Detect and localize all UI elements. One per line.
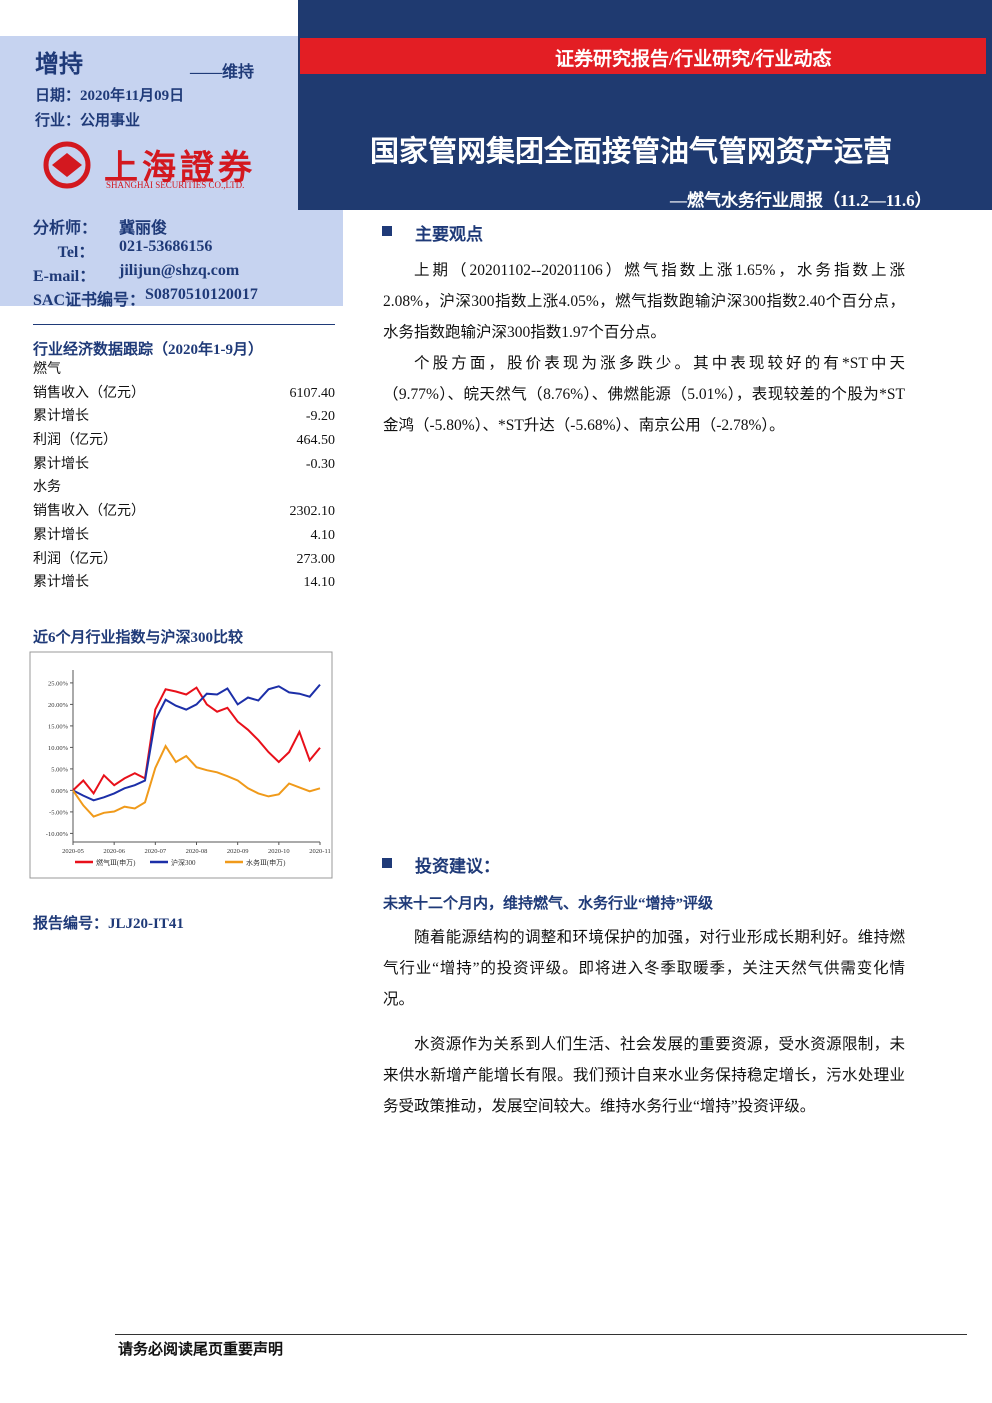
table-row: 销售收入（亿元） 2302.10 <box>33 500 335 524</box>
analyst-row: SAC证书编号： S0870510120017 <box>33 286 333 310</box>
legend-label: 沪深300 <box>171 858 196 867</box>
table-value: 464.50 <box>296 433 336 449</box>
table-row: 燃气 <box>33 358 335 382</box>
analyst-label: Tel： <box>57 244 95 261</box>
table-value: -9.20 <box>305 409 335 425</box>
header-panel <box>0 36 298 210</box>
x-tick-label: 2020-10 <box>268 848 290 855</box>
table-value: 4.10 <box>310 527 336 543</box>
series-line <box>72 683 321 802</box>
logo-mark <box>43 141 91 189</box>
section-body: 随着能源结构的调整和环境保护的加强，对行业形成长期利好。维持燃气行业“增持”的投… <box>383 922 905 1122</box>
y-tick-label: 5.00% <box>51 766 68 773</box>
table-label: 利润（亿元） <box>33 433 117 449</box>
table-value: 273.00 <box>296 551 336 567</box>
paragraph: 上期（20201102--20201106）燃气指数上涨1.65%，水务指数上涨… <box>383 262 905 341</box>
section-title: 主要观点 <box>415 225 483 244</box>
table-label: 累计增长 <box>33 527 89 543</box>
table-row: 累计增长 14.10 <box>33 571 335 595</box>
y-tick-label: 25.00% <box>48 680 69 687</box>
table-row: 累计增长 -0.30 <box>33 453 335 477</box>
table-label: 利润（亿元） <box>33 551 117 567</box>
table-label: 销售收入（亿元） <box>33 385 145 401</box>
table-row: 销售收入（亿元） 6107.40 <box>33 382 335 406</box>
section-subtitle: 未来十二个月内，维持燃气、水务行业“增持”评级 <box>383 896 714 912</box>
y-tick-label: 0.00% <box>51 788 68 795</box>
analyst-panel <box>0 210 343 306</box>
paragraph: 随着能源结构的调整和环境保护的加强，对行业形成长期利好。维持燃气行业“增持”的投… <box>383 929 905 1008</box>
analyst-label: 分析师： <box>33 220 98 237</box>
banner <box>298 0 992 210</box>
x-tick-label: 2020-05 <box>62 848 84 855</box>
table-label: 燃气 <box>33 362 61 377</box>
analyst-value: jilijun@shzq.com <box>119 262 240 279</box>
footer-rule <box>115 1334 967 1335</box>
logo-en: SHANGHAI SECURITIES CO.,LTD. <box>106 180 245 190</box>
bullet <box>382 226 392 236</box>
table-row: 水务 <box>33 476 335 500</box>
footer: 请务必阅读尾页重要声明 <box>118 1342 284 1358</box>
x-tick-label: 2020-07 <box>144 848 166 855</box>
industry: 行业：公用事业 <box>35 113 141 129</box>
y-tick-label: 15.00% <box>48 723 69 730</box>
table-label: 销售收入（亿元） <box>33 504 145 520</box>
analyst-list: 分析师： 冀丽俊 Tel： 021-53686156 E-mail： jilijun@sh… <box>33 214 333 310</box>
date: 日期：2020年11月09日 <box>35 88 185 104</box>
table-label: 累计增长 <box>33 409 89 425</box>
bullet <box>382 858 392 868</box>
report-number: 报告编号：JLJ20-IT41 <box>33 916 184 932</box>
chart: 25.00% 20.00% 15.00% 10.00% 5.00% 0.00% -5.00%… <box>29 651 333 879</box>
analyst-label: SAC证书编号： <box>33 292 146 309</box>
x-tick-label: 2020-09 <box>227 848 249 855</box>
table-row: 利润（亿元） 273.00 <box>33 548 335 572</box>
table-row: 利润（亿元） 464.50 <box>33 429 335 453</box>
series-line <box>72 686 321 796</box>
logo-name: 上海證券 <box>104 150 256 187</box>
y-tick-label: 10.00% <box>48 745 69 752</box>
legend-label: 水务Ⅲ(申万) <box>246 858 286 867</box>
rule <box>33 324 335 325</box>
rating: 增持 <box>35 52 83 78</box>
y-tick-label: -5.00% <box>49 809 69 816</box>
rating-note: ——维持 <box>190 64 255 81</box>
x-tick-label: 2020-11 <box>309 848 330 855</box>
analyst-row: E-mail： jilijun@shzq.com <box>33 262 333 286</box>
table-row: 累计增长 4.10 <box>33 524 335 548</box>
analyst-value: 冀丽俊 <box>119 220 168 237</box>
title: 国家管网集团全面接管油气管网资产运营 <box>370 134 893 168</box>
analyst-row: 分析师： 冀丽俊 <box>33 214 333 238</box>
data-table: 燃气销售收入（亿元） 6107.40 累计增长 -9.20 利润（亿元） 464.50 累计… <box>33 358 335 595</box>
table-value: 14.10 <box>303 575 336 591</box>
y-tick-label: 20.00% <box>48 702 69 709</box>
table-title: 行业经济数据跟踪（2020年1-9月） <box>33 342 263 358</box>
analyst-row: Tel： 021-53686156 <box>33 238 333 262</box>
section-title: 投资建议： <box>415 857 500 876</box>
table-label: 水务 <box>33 480 61 496</box>
table-label: 累计增长 <box>33 575 89 591</box>
red-band <box>300 38 986 74</box>
analyst-label: E-mail： <box>33 268 96 285</box>
table-value: 2302.10 <box>289 504 336 520</box>
table-label: 累计增长 <box>33 456 89 472</box>
x-tick-label: 2020-06 <box>103 848 125 855</box>
banner-text: 证券研究报告/行业研究/行业动态 <box>555 49 832 70</box>
section-body: 上期（20201102--20201106）燃气指数上涨1.65%，水务指数上涨… <box>383 255 905 441</box>
table-value: 6107.40 <box>289 385 336 401</box>
table-row: 累计增长 -9.20 <box>33 405 335 429</box>
analyst-value: S0870510120017 <box>145 286 258 303</box>
analyst-value: 021-53686156 <box>119 238 213 255</box>
y-tick-label: -10.00% <box>46 831 69 838</box>
legend-label: 燃气Ⅲ(申万) <box>96 858 136 867</box>
x-tick-label: 2020-08 <box>186 848 208 855</box>
subtitle: —燃气水务行业周报（11.2—11.6） <box>670 191 932 210</box>
paragraph: 水资源作为关系到人们生活、社会发展的重要资源，受水资源限制，未来供水新增产能增长… <box>383 1036 905 1115</box>
table-value: -0.30 <box>305 456 335 472</box>
paragraph: 个股方面，股价表现为涨多跌少。其中表现较好的有*ST中天（9.77%）、皖天然气… <box>383 355 905 434</box>
series-line <box>72 744 321 818</box>
chart-title: 近6个月行业指数与沪深300比较 <box>33 630 244 646</box>
chart-frame <box>29 651 333 879</box>
